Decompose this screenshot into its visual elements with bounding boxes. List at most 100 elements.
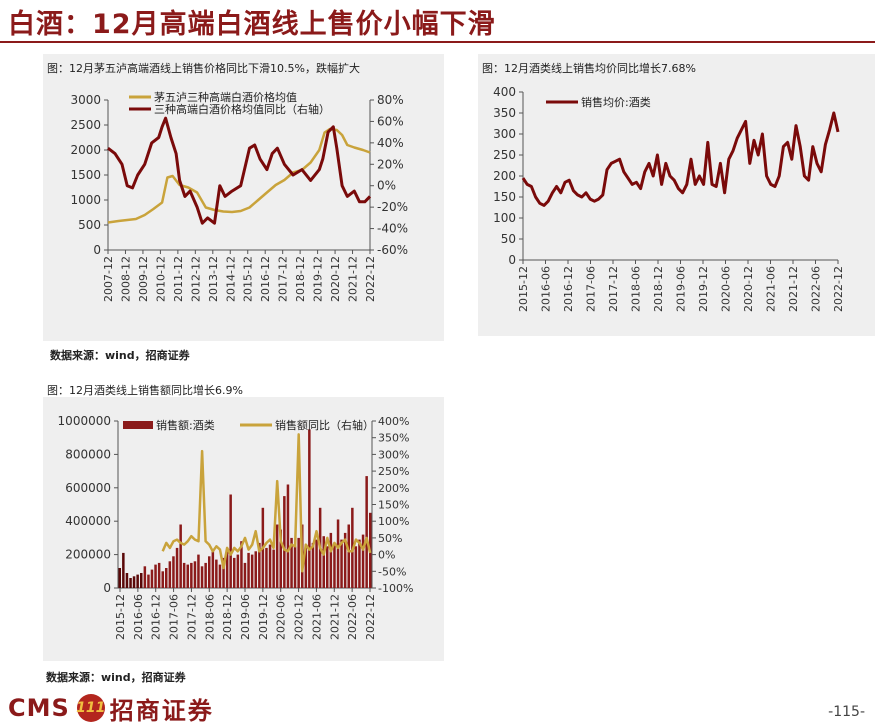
c3-y-left-label-0: 0 — [103, 581, 111, 595]
c3-legend-label-0: 销售额:酒类 — [156, 418, 215, 432]
c1-x-tick-label-10: 2017-12 — [277, 256, 290, 302]
c3-bar-30 — [225, 551, 229, 588]
c3-y-right-label-3: 50% — [378, 532, 402, 545]
c3-x-tick-label-13: 2022-06 — [346, 594, 359, 640]
c3-bar-8 — [147, 574, 150, 588]
c3-bar-63 — [343, 532, 347, 588]
c3-x-tick-label-10: 2020-12 — [293, 594, 306, 640]
c2-y-label-0: 0 — [508, 253, 516, 267]
c2-x-tick-label-8: 2019-12 — [697, 266, 710, 312]
c2-y-label-5: 250 — [493, 148, 516, 162]
c1-series-line-1 — [107, 116, 372, 225]
c3-y-left-label-3: 600000 — [65, 481, 111, 495]
cms-logo: CMS 111 招商证券 — [8, 692, 214, 725]
c3-bar-69 — [365, 476, 368, 588]
c1-y-right-label-5: 40% — [377, 136, 404, 150]
c1-y-left-label-1: 500 — [78, 218, 101, 232]
c3-bar-33 — [236, 554, 240, 588]
c2-legend-label-0: 销售均价:酒类 — [581, 95, 651, 109]
c3-bar-21 — [193, 561, 197, 588]
c3-legend-label-1: 销售额同比（右轴） — [275, 418, 374, 432]
c3-bar-53 — [308, 429, 311, 588]
c3-y-right-label-8: 300% — [378, 448, 409, 461]
c3-x-tick-label-2: 2016-12 — [150, 594, 163, 640]
c2-x-tick-label-12: 2021-12 — [787, 266, 800, 312]
c3-x-tick-label-14: 2022-12 — [364, 594, 377, 640]
c3-bar-64 — [347, 524, 350, 588]
c3-y-right-label-9: 350% — [378, 432, 409, 445]
c2-y-label-6: 300 — [493, 127, 516, 141]
c3-bar-34 — [240, 541, 243, 588]
c2-y-label-1: 50 — [501, 232, 516, 246]
c3-bar-62 — [340, 539, 343, 588]
c2-series-line-0 — [521, 111, 840, 207]
c2-x-tick-label-2: 2016-12 — [562, 266, 575, 312]
c2-x-tick-label-3: 2017-06 — [585, 266, 598, 312]
c1-y-left-label-5: 2500 — [70, 118, 101, 132]
c3-bar-43 — [272, 549, 275, 588]
c3-bar-5 — [136, 574, 139, 588]
c3-bar-15 — [172, 556, 175, 588]
c3-bar-31 — [229, 494, 232, 588]
c3-bar-42 — [268, 544, 272, 588]
c1-y-right-label-7: 80% — [377, 93, 404, 107]
c1-legend-label-1: 三种高端白酒价格均值同比（右轴） — [154, 102, 330, 116]
chart-1-caption: 图：12月茅五泸高端酒线上销售价格同比下滑10.5%，跌幅扩大 — [47, 62, 360, 75]
c1-legend-label-0: 茅五泸三种高端白酒价格均值 — [154, 90, 297, 104]
c3-bar-67 — [358, 539, 361, 588]
logo-cn: 招商证券 — [109, 696, 214, 725]
c1-x-tick-label-15: 2022-12 — [364, 256, 377, 302]
c3-y-right-label-2: 0% — [378, 549, 395, 562]
c3-y-right-label-1: -50% — [378, 565, 406, 578]
c3-bar-38 — [254, 551, 257, 588]
c1-y-left-label-0: 0 — [93, 243, 101, 257]
c3-x-tick-label-9: 2020-06 — [275, 594, 288, 640]
c1-x-tick-label-7: 2014-12 — [224, 256, 237, 302]
c2-x-tick-label-5: 2018-06 — [630, 266, 643, 312]
chart-3-caption: 图：12月酒类线上销售额同比增长6.9% — [47, 384, 243, 397]
c3-bar-19 — [186, 564, 189, 588]
c3-bar-9 — [150, 569, 154, 588]
c3-bar-48 — [290, 537, 293, 588]
c3-x-tick-label-4: 2017-12 — [185, 594, 198, 640]
c3-bar-29 — [222, 557, 225, 588]
c3-bar-25 — [208, 556, 211, 588]
c3-bar-37 — [250, 554, 254, 588]
c3-bar-59 — [329, 532, 333, 588]
c3-bar-18 — [182, 562, 186, 588]
c2-x-tick-label-7: 2019-06 — [675, 266, 688, 312]
chart-3-svg: 0 200000 400000 600000 800000 1000000 -100% -50… — [58, 414, 414, 640]
c2-x-tick-label-9: 2020-06 — [720, 266, 733, 312]
c3-bar-6 — [140, 573, 143, 588]
c3-bar-58 — [326, 546, 329, 589]
source-note-2: 数据来源：wind，招商证券 — [46, 671, 186, 684]
c1-y-right-label-3: 0% — [377, 179, 396, 193]
c3-bar-22 — [197, 554, 200, 588]
c3-x-tick-label-12: 2021-12 — [328, 594, 341, 640]
c3-bar-10 — [154, 564, 157, 588]
c1-y-right-label-2: -20% — [377, 200, 408, 214]
c2-y-label-2: 100 — [493, 211, 516, 225]
c2-x-tick-label-4: 2017-12 — [607, 266, 620, 312]
chart-panel-3 — [43, 397, 444, 661]
c1-x-tick-label-12: 2019-12 — [312, 256, 325, 302]
c3-legend-swatch-0 — [123, 421, 153, 429]
c3-x-tick-label-6: 2018-12 — [221, 594, 234, 640]
c3-y-left-label-2: 400000 — [65, 514, 111, 528]
c3-bar-39 — [258, 542, 261, 588]
c3-y-right-label-10: 400% — [378, 415, 409, 428]
c3-bar-49 — [293, 546, 297, 589]
c3-x-tick-label-1: 2016-06 — [132, 594, 145, 640]
title-rule — [0, 41, 875, 43]
chart-1-svg: 0 500 1000 1500 2000 2500 3000 -60% -40% -20% 0% 20… — [70, 90, 408, 302]
c3-y-left-label-4: 800000 — [65, 447, 111, 461]
c3-bar-45 — [279, 529, 282, 588]
c3-y-left-label-5: 1000000 — [58, 414, 111, 428]
c1-x-tick-label-4: 2011-12 — [172, 256, 185, 302]
c1-x-tick-label-9: 2016-12 — [259, 256, 272, 302]
c1-x-tick-label-2: 2009-12 — [137, 256, 150, 302]
c1-y-left-label-3: 1500 — [70, 168, 101, 182]
c1-y-left-label-6: 3000 — [70, 93, 101, 107]
c3-bar-0 — [118, 568, 121, 588]
c3-x-tick-label-8: 2019-12 — [257, 594, 270, 640]
